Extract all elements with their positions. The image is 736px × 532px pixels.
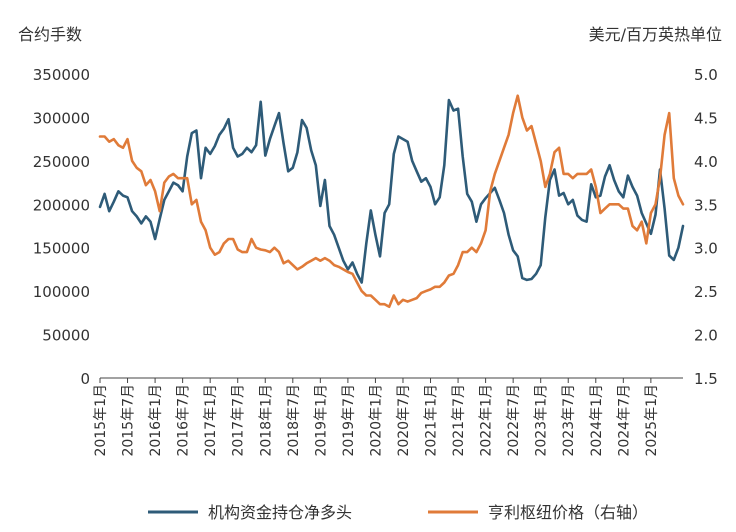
- x-tick-label: 2015年7月: [121, 384, 137, 457]
- x-tick-label: 2019年7月: [341, 384, 357, 457]
- left-axis-ticks: 0 50000 100000 150000 200000 250000 300000 3500…: [33, 66, 90, 388]
- x-tick-label: 2017年7月: [231, 384, 247, 457]
- left-tick-label: 200000: [33, 196, 90, 214]
- right-tick-label: 2.0: [694, 327, 718, 345]
- left-tick-label: 0: [80, 370, 90, 388]
- x-tick-label: 2021年1月: [424, 384, 440, 457]
- right-axis-title: 美元/百万英热单位: [589, 25, 722, 44]
- left-tick-label: 100000: [33, 283, 90, 301]
- x-tick-label: 2023年7月: [561, 384, 577, 457]
- x-tick-label: 2017年1月: [203, 384, 219, 457]
- x-tick-label: 2015年1月: [93, 384, 109, 457]
- series-lines: [98, 94, 685, 309]
- x-tick-label: 2023年1月: [534, 384, 550, 457]
- left-tick-label: 50000: [42, 327, 90, 345]
- left-tick-label: 250000: [33, 153, 90, 171]
- x-tick-label: 2016年1月: [148, 384, 164, 457]
- right-tick-label: 4.0: [694, 153, 718, 171]
- right-axis-ticks: 1.5 2.0 2.5 3.0 3.5 4.0 4.5 5.0: [694, 66, 718, 388]
- left-tick-label: 150000: [33, 240, 90, 258]
- x-tick-label: 2025年1月: [644, 384, 660, 457]
- x-tick-label: 2022年7月: [506, 384, 522, 457]
- right-tick-label: 5.0: [694, 66, 718, 84]
- x-tick-label: 2024年7月: [616, 384, 632, 457]
- right-tick-label: 4.5: [694, 109, 718, 127]
- series-line-net-long: [98, 98, 685, 284]
- x-tick-label: 2019年1月: [313, 384, 329, 457]
- x-tick-label: 2020年7月: [396, 384, 412, 457]
- right-tick-label: 1.5: [694, 370, 718, 388]
- right-tick-label: 2.5: [694, 283, 718, 301]
- legend-label-henry-hub: 亨利枢纽价格（右轴）: [488, 503, 648, 522]
- x-tick-label: 2020年1月: [368, 384, 384, 457]
- x-tick-label: 2018年1月: [258, 384, 274, 457]
- left-axis-title: 合约手数: [18, 25, 82, 44]
- x-tick-label: 2024年1月: [589, 384, 605, 457]
- left-tick-label: 300000: [33, 109, 90, 127]
- x-tick-label: 2022年1月: [479, 384, 495, 457]
- right-tick-label: 3.0: [694, 240, 718, 258]
- x-tick-label: 2016年7月: [176, 384, 192, 457]
- x-axis-ticks: 2015年1月 2015年7月 2016年1月 2016年7月 2017年1月 2017年…: [93, 378, 660, 457]
- legend-label-net-long: 机构资金持仓净多头: [208, 503, 352, 522]
- right-tick-label: 3.5: [694, 196, 718, 214]
- x-tick-label: 2021年7月: [451, 384, 467, 457]
- left-tick-label: 350000: [33, 66, 90, 84]
- x-tick-label: 2018年7月: [286, 384, 302, 457]
- series-line-henry-hub: [98, 94, 685, 309]
